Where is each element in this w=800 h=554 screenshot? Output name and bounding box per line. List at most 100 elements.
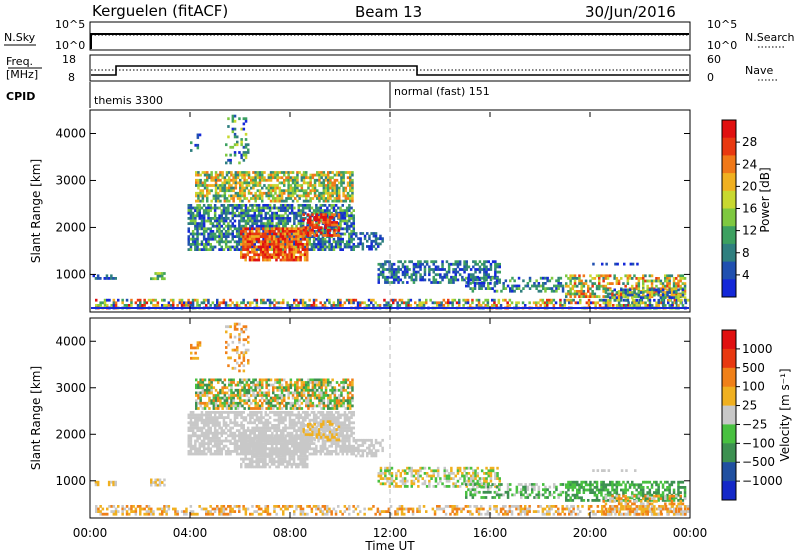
power-cell — [337, 206, 340, 210]
power-cell — [246, 237, 250, 241]
power-cell — [302, 231, 305, 235]
vel-cell — [218, 444, 221, 448]
power-cell — [217, 199, 220, 203]
power-cell — [254, 199, 257, 203]
power-cell — [275, 301, 278, 305]
power-cell — [312, 298, 316, 302]
power-cell — [207, 235, 210, 238]
power-cell — [363, 237, 367, 241]
power-cell — [635, 284, 638, 288]
power-cell — [290, 206, 294, 210]
power-cell — [613, 296, 616, 300]
power-cell — [284, 204, 287, 207]
power-cell — [299, 209, 303, 212]
vel-cell — [222, 439, 226, 443]
power-cell — [303, 243, 307, 246]
power-cell — [279, 243, 283, 246]
power-cell — [386, 275, 389, 279]
vel-cell — [227, 424, 230, 427]
power-cell — [646, 279, 649, 283]
power-cell — [637, 304, 641, 307]
power-cell — [268, 237, 272, 241]
vel-cell — [477, 510, 481, 513]
power-cell — [438, 301, 441, 305]
power-cell — [326, 298, 329, 302]
power-cell — [266, 235, 269, 238]
power-cell — [257, 256, 261, 259]
power-cell — [335, 221, 338, 224]
power-cell — [313, 226, 316, 230]
vel-cell — [209, 447, 212, 451]
power-cell — [565, 274, 568, 278]
vel-cell — [453, 505, 457, 508]
power-cell — [317, 237, 320, 241]
power-cell — [252, 178, 255, 182]
power-cell — [372, 234, 376, 238]
vel-cell — [227, 452, 230, 456]
power-cell — [234, 184, 238, 187]
power-cell — [273, 253, 276, 257]
vel-cell — [444, 505, 448, 508]
power-cell — [214, 191, 218, 195]
vel-cell — [242, 424, 245, 427]
power-cell — [412, 268, 416, 271]
power-cell — [653, 290, 656, 293]
power-cell — [602, 279, 605, 283]
vel-cell — [680, 510, 683, 513]
power-cell — [613, 298, 616, 302]
power-cell — [642, 284, 645, 288]
power-cell — [202, 211, 206, 215]
power-cell — [249, 304, 252, 307]
power-cell — [677, 274, 680, 278]
power-cell — [239, 189, 242, 193]
power-cell — [247, 181, 251, 185]
power-cell — [198, 224, 201, 228]
power-cell — [255, 222, 259, 225]
vel-cell — [451, 505, 454, 508]
vel-cell — [187, 444, 190, 448]
power-cell — [309, 173, 312, 177]
power-cell — [332, 204, 336, 207]
power-cell — [333, 191, 337, 195]
vel-cell — [260, 413, 263, 417]
power-cell — [92, 274, 95, 278]
power-cell — [263, 176, 266, 180]
power-cell — [302, 226, 305, 230]
power-cell — [316, 173, 319, 177]
power-cell — [257, 240, 261, 244]
power-cell — [321, 211, 325, 215]
power-cell — [235, 230, 239, 233]
power-cell — [289, 189, 293, 193]
power-cell — [244, 232, 247, 236]
power-cell — [172, 298, 175, 302]
power-colorbar-swatch — [722, 243, 736, 262]
power-cell — [243, 171, 246, 174]
vel-cell — [317, 421, 320, 425]
vel-cell — [183, 512, 186, 516]
vel-cell — [187, 437, 190, 440]
vel-cell — [187, 450, 190, 453]
power-cell — [473, 282, 477, 285]
power-cell — [238, 235, 241, 238]
power-cell — [288, 232, 291, 236]
vel-cell — [207, 421, 210, 425]
power-cell — [205, 209, 208, 212]
power-cell — [327, 184, 330, 187]
power-cell — [223, 197, 227, 200]
power-cell — [297, 209, 300, 212]
power-cell — [242, 211, 245, 215]
power-cell — [187, 209, 190, 212]
vel-cell — [312, 416, 316, 419]
vel-cell — [213, 434, 217, 438]
power-cell — [580, 292, 583, 296]
noise-search-label: N.Search — [745, 31, 795, 44]
power-cell — [242, 240, 245, 244]
power-cell — [557, 284, 560, 288]
vel-cell — [312, 426, 316, 430]
power-cell — [255, 206, 259, 210]
power-cell — [544, 287, 547, 290]
vel-cell — [196, 437, 199, 440]
power-cell — [450, 278, 453, 282]
power-cell — [219, 173, 222, 177]
power-cell — [313, 181, 317, 185]
